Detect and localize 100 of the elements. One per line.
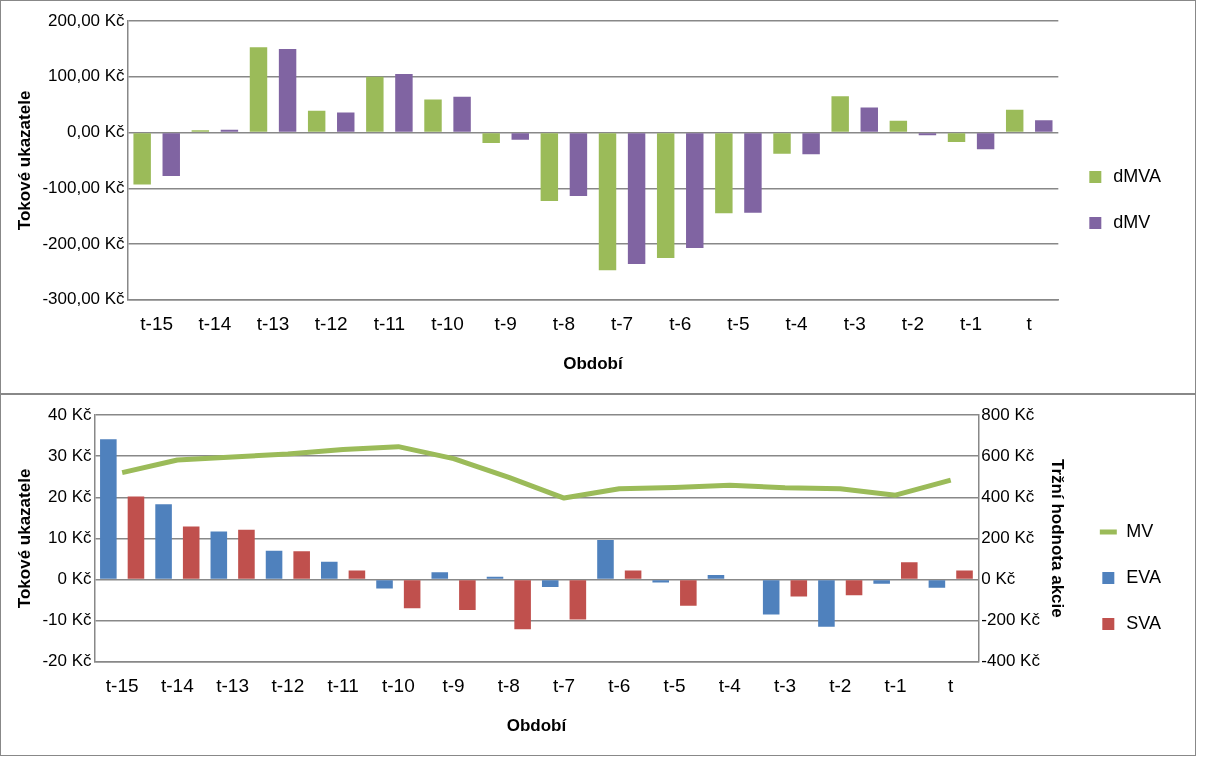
bar — [249, 47, 268, 132]
legend-label: SVA — [1126, 612, 1162, 633]
bar — [514, 580, 531, 630]
y-tick-label: 0 Kč — [57, 569, 93, 589]
bar — [1005, 109, 1024, 132]
bar — [1035, 120, 1053, 132]
y-tick-label: -200,00 Kč — [42, 233, 126, 253]
bar — [348, 570, 366, 579]
y-axis-title: Tokové ukazatele — [14, 90, 34, 231]
bar — [127, 496, 145, 579]
bar — [928, 580, 946, 588]
bar — [482, 133, 500, 144]
bar — [956, 570, 973, 579]
x-tick-label: t-4 — [785, 313, 809, 335]
bar — [321, 561, 338, 579]
x-tick-label: t-14 — [198, 313, 232, 335]
x-tick-label: t — [948, 675, 955, 697]
x-tick-label: t-7 — [552, 675, 576, 697]
bar — [715, 133, 733, 214]
x-tick-label: t-11 — [373, 313, 406, 335]
bar — [624, 570, 642, 579]
bar — [541, 580, 559, 587]
x-tick-label: t-6 — [669, 313, 692, 335]
x-tick-label: t-5 — [727, 313, 750, 335]
bar — [366, 76, 384, 132]
bar — [155, 504, 172, 579]
x-tick-label: t-4 — [718, 675, 742, 697]
bar — [238, 529, 255, 579]
bar — [845, 580, 863, 596]
bar — [656, 133, 675, 258]
x-tick-label: t-10 — [381, 675, 415, 697]
x-tick-label: t-2 — [901, 313, 924, 335]
legend-label: EVA — [1126, 566, 1162, 587]
x-tick-label: t-12 — [271, 675, 305, 697]
y2-tick-label: 0 Kč — [981, 569, 1016, 589]
bar — [395, 73, 413, 132]
bar — [831, 96, 849, 132]
x-tick-label: t-7 — [610, 313, 634, 335]
bar — [627, 133, 646, 265]
bar — [598, 133, 617, 271]
bar — [976, 133, 995, 150]
bar — [652, 580, 669, 583]
bar — [947, 133, 966, 142]
x-tick-label: t-10 — [431, 313, 464, 335]
x-tick-label: t-5 — [663, 675, 686, 697]
bar — [100, 439, 117, 579]
bar — [707, 575, 725, 579]
y-tick-label: -20 Kč — [42, 651, 93, 671]
y-tick-label: 0,00 Kč — [66, 122, 126, 142]
x-tick-label: t-11 — [327, 675, 359, 697]
bar — [162, 133, 180, 177]
x-axis-title: Období — [506, 716, 568, 736]
y2-tick-label: 200 Kč — [981, 528, 1035, 548]
y2-tick-label: -400 Kč — [981, 651, 1041, 671]
x-tick-label: t-12 — [314, 313, 348, 335]
y-tick-label: 200,00 Kč — [48, 10, 126, 30]
bar — [376, 580, 393, 589]
bar — [210, 531, 228, 579]
bar — [307, 110, 326, 132]
bar — [873, 580, 890, 584]
bar — [459, 580, 476, 610]
bar — [860, 107, 878, 132]
y-axis-title: Tokové ukazatele — [14, 468, 34, 609]
bar — [569, 580, 587, 620]
x-tick-label: t-8 — [497, 675, 520, 697]
x-tick-label: t-3 — [773, 675, 797, 697]
y-tick-label: 10 Kč — [48, 528, 93, 548]
x-tick-label: t-1 — [884, 675, 907, 697]
bar — [901, 562, 918, 579]
bar — [293, 551, 310, 579]
y-tick-label: 20 Kč — [48, 486, 93, 506]
x-tick-label: t — [1026, 313, 1033, 335]
bar — [403, 580, 421, 609]
y2-axis-title: Tržní hodnota akcie — [1048, 459, 1068, 618]
bar — [680, 580, 697, 606]
bar — [686, 133, 704, 248]
legend-label: dMVA — [1113, 165, 1162, 186]
bar — [453, 96, 471, 132]
x-tick-label: t-6 — [608, 675, 631, 697]
x-tick-label: t-2 — [829, 675, 852, 697]
x-tick-label: t-13 — [256, 313, 290, 335]
bar — [818, 580, 835, 627]
bar — [486, 576, 504, 579]
x-tick-label: t-13 — [216, 675, 249, 697]
bar — [278, 48, 297, 132]
bar — [802, 133, 820, 155]
bar — [744, 133, 762, 213]
y2-tick-label: 400 Kč — [981, 486, 1035, 506]
bar — [182, 526, 200, 579]
x-tick-label: t-9 — [442, 675, 465, 697]
bar — [790, 580, 808, 597]
legend-label: MV — [1126, 520, 1154, 541]
bar — [918, 133, 937, 136]
x-tick-label: t-9 — [494, 313, 517, 335]
y2-tick-label: 800 Kč — [981, 404, 1035, 424]
bar — [762, 580, 780, 615]
x-tick-label: t-15 — [105, 675, 139, 697]
bar — [889, 120, 908, 132]
bar — [424, 99, 442, 132]
bar — [265, 550, 283, 579]
